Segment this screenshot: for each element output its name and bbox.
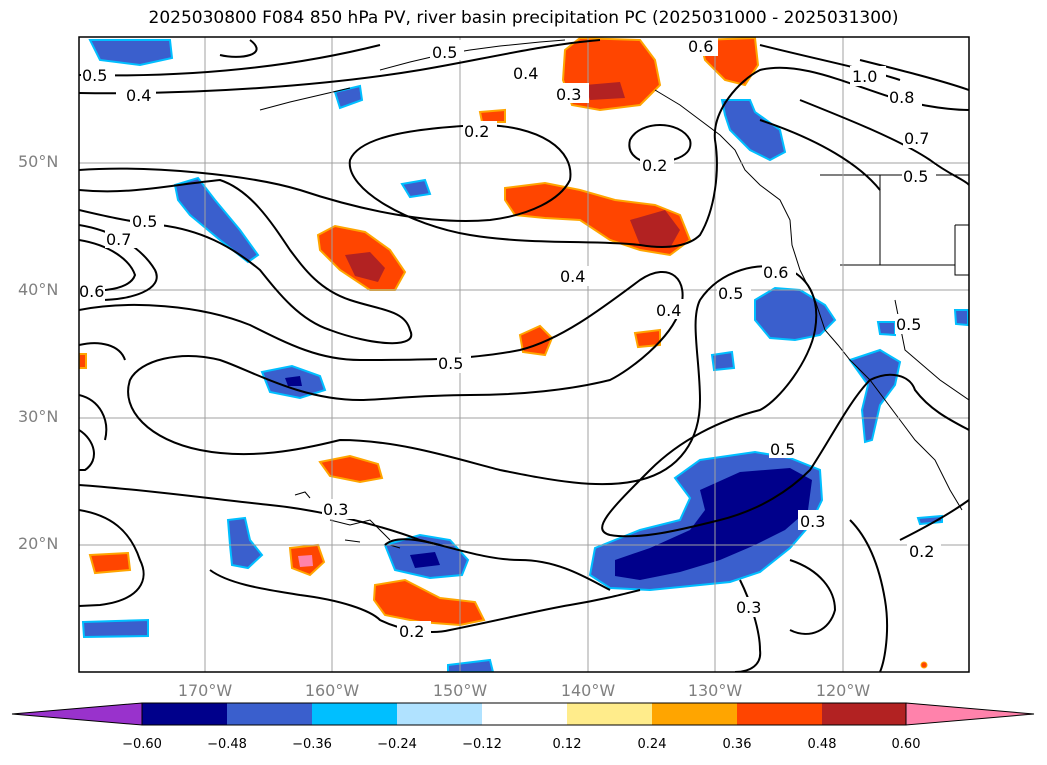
pv-contours	[79, 39, 969, 672]
lat-label: 50°N	[18, 152, 59, 171]
map-title: 2025030800 F084 850 hPa PV, river basin …	[148, 8, 899, 28]
colorbar-segment	[312, 703, 397, 725]
colorbar	[11, 702, 1035, 726]
contour-label: 0.8	[889, 88, 914, 107]
colorbar-tick-label: 0.12	[552, 737, 582, 752]
colorbar-segment	[227, 703, 312, 725]
colorbar-tick-label: 0.24	[637, 737, 667, 752]
colorbar-segment	[567, 703, 652, 725]
colorbar-tick-label: 0.48	[807, 737, 837, 752]
contour-label: 0.3	[556, 85, 581, 104]
contour-label: 0.7	[106, 230, 131, 249]
contour-label: 0.7	[904, 129, 929, 148]
contour-label: 0.2	[642, 156, 667, 175]
contour-label: 0.4	[560, 267, 585, 286]
contour-label: 0.6	[79, 282, 104, 301]
pv-contour-fragment	[384, 538, 441, 546]
contour-label: 0.5	[82, 66, 107, 85]
colorbar-segment	[142, 703, 227, 725]
contour-label: 0.5	[438, 354, 463, 373]
colorbar-tick-label: −0.60	[122, 737, 162, 752]
colorbar-outline	[141, 702, 907, 726]
colorbar-tick-label: −0.24	[377, 737, 417, 752]
contour-label: 0.3	[323, 500, 348, 519]
colorbar-tick-label: −0.12	[462, 737, 502, 752]
contour-label: 0.4	[513, 64, 538, 83]
lon-label: 120°W	[815, 681, 871, 700]
contour-label: 0.6	[688, 37, 713, 56]
contour-label: 0.5	[432, 43, 457, 62]
colorbar-tick-label: −0.48	[207, 737, 247, 752]
contour-label: 0.2	[399, 622, 424, 641]
map-panel	[79, 37, 969, 672]
colorbar-segment	[737, 703, 822, 725]
lat-label: 20°N	[18, 534, 59, 553]
contour-label: 0.5	[770, 440, 795, 459]
contour-label: 0.5	[718, 284, 743, 303]
colorbar-tick-label: −0.36	[292, 737, 332, 752]
lat-label: 30°N	[18, 407, 59, 426]
contour-label: 0.3	[800, 512, 825, 531]
contour-label: 0.4	[656, 301, 681, 320]
colorbar-segment	[482, 703, 567, 725]
contour-label: 0.5	[896, 315, 921, 334]
lon-label: 140°W	[560, 681, 616, 700]
contour-label: 0.4	[126, 86, 151, 105]
contour-label: 0.2	[464, 122, 489, 141]
colorbar-segment	[397, 703, 482, 725]
coastlines	[259, 39, 969, 549]
contour-label: 0.5	[132, 212, 157, 231]
colorbar-min-extend	[11, 702, 143, 726]
lon-label: 130°W	[687, 681, 743, 700]
colorbar-segment	[822, 703, 906, 725]
colorbar-segment	[652, 703, 737, 725]
negative-precip-shading	[81, 39, 969, 672]
contour-label: 0.2	[909, 542, 934, 561]
colorbar-max-extend	[905, 702, 1035, 726]
map-frame	[78, 36, 970, 673]
contour-labels: 0.5 0.5 0.4 0.3 0.6 1.0 0.8 0.7 0.5 0.2 …	[79, 36, 941, 641]
contour-label: 0.3	[736, 598, 761, 617]
lon-label: 170°W	[177, 681, 233, 700]
contour-label: 0.5	[903, 167, 928, 186]
colorbar-tick-label: 0.60	[891, 737, 921, 752]
lon-label: 150°W	[432, 681, 488, 700]
contour-label: 0.6	[763, 263, 788, 282]
colorbar-tick-label: 0.36	[722, 737, 752, 752]
contour-label: 1.0	[852, 67, 877, 86]
lon-label: 160°W	[304, 681, 360, 700]
lat-label: 40°N	[18, 280, 59, 299]
